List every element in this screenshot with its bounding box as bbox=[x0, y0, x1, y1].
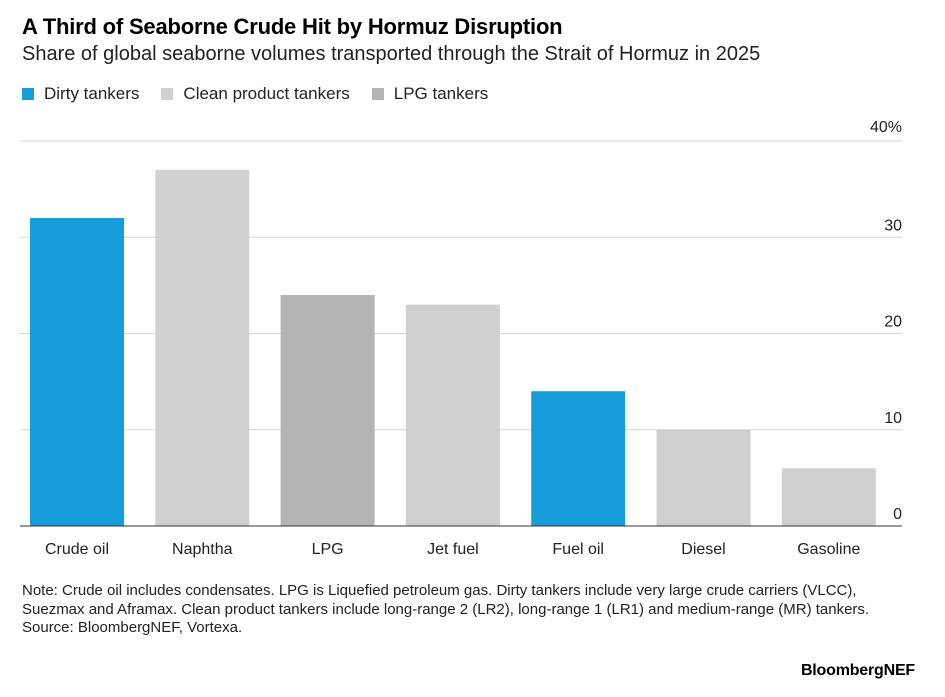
bar bbox=[531, 391, 626, 526]
x-tick-label: Diesel bbox=[681, 541, 725, 558]
bar-chart: 0 10 20 30 40% Crude oil Naphtha LPG Jet fuel Fue… bbox=[20, 119, 902, 558]
legend-swatch-clean-product-tankers bbox=[161, 88, 174, 100]
legend-label-dirty-tankers: Dirty tankers bbox=[44, 84, 140, 103]
bar bbox=[781, 468, 876, 526]
legend-item-clean-product-tankers: Clean product tankers bbox=[161, 84, 350, 104]
legend-item-lpg-tankers: LPG tankers bbox=[371, 84, 489, 104]
bar bbox=[656, 429, 751, 526]
legend-label-clean-product-tankers: Clean product tankers bbox=[183, 84, 350, 103]
footnote: Note: Crude oil includes condensates. LP… bbox=[22, 582, 922, 638]
bar bbox=[30, 218, 124, 526]
legend: Dirty tankers Clean product tankers LPG … bbox=[22, 84, 510, 104]
legend-label-lpg-tankers: LPG tankers bbox=[393, 84, 489, 103]
x-tick-label: Naphtha bbox=[172, 541, 233, 558]
legend-swatch-dirty-tankers bbox=[22, 88, 34, 100]
y-tick-label: 40% bbox=[870, 119, 902, 136]
y-tick-label: 0 bbox=[893, 506, 902, 523]
chart-title: A Third of Seaborne Crude Hit by Hormuz … bbox=[22, 14, 563, 39]
y-tick-label: 10 bbox=[884, 410, 902, 427]
legend-swatch-lpg-tankers bbox=[371, 88, 384, 100]
bar bbox=[155, 169, 250, 526]
brand-logo-text: BloombergNEF bbox=[800, 662, 915, 679]
y-tick-label: 20 bbox=[884, 314, 902, 331]
y-tick-label: 30 bbox=[884, 217, 902, 234]
footnote-text: Note: Crude oil includes condensates. LP… bbox=[22, 582, 870, 618]
x-tick-label: LPG bbox=[312, 541, 344, 558]
legend-item-dirty-tankers: Dirty tankers bbox=[22, 84, 139, 104]
bar bbox=[405, 304, 500, 526]
bar bbox=[280, 295, 375, 526]
x-tick-label: Jet fuel bbox=[427, 541, 479, 558]
source-text: Source: BloombergNEF, Vortexa. bbox=[22, 619, 243, 636]
x-tick-label: Fuel oil bbox=[552, 541, 604, 558]
x-tick-label: Crude oil bbox=[45, 541, 109, 558]
chart-subtitle: Share of global seaborne volumes transpo… bbox=[22, 43, 761, 65]
x-tick-label: Gasoline bbox=[797, 541, 860, 558]
